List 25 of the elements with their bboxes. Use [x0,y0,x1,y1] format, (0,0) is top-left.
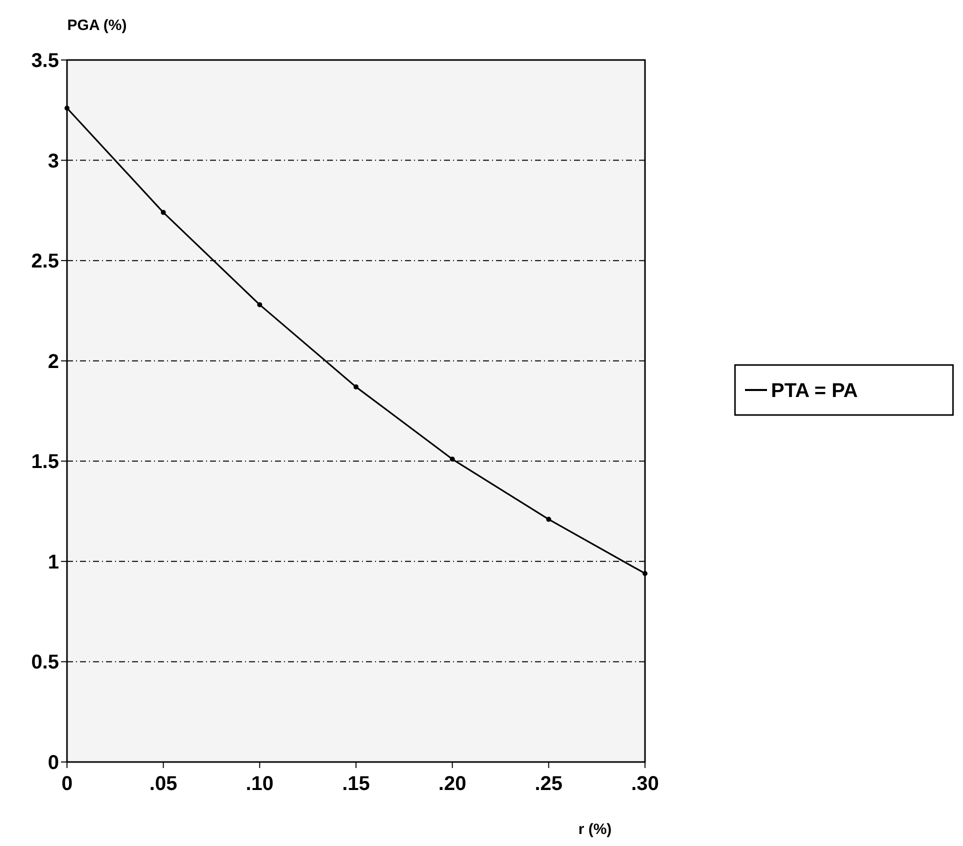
y-tick-label: 0.5 [31,652,59,674]
x-tick-label: .15 [342,773,370,795]
point [642,570,648,576]
y-axis-title: PGA (%) [67,17,127,34]
x-tick-label: .10 [246,773,274,795]
x-axis-title: r (%) [578,821,612,838]
x-tick-label: 0 [61,773,73,795]
x-tick-label: .20 [438,773,466,795]
point [450,456,455,462]
x-tick-label: .30 [631,773,659,795]
point [257,302,262,308]
point [160,210,166,215]
y-tick-label: 2.5 [31,250,59,273]
x-tick-label: .25 [534,773,563,795]
y-tick-label: 2 [48,350,59,373]
y-tick-label: 0 [48,752,59,774]
point [354,384,358,390]
y-tick-label: 3.5 [31,50,59,72]
legend-label: PTA = PA [771,380,858,402]
y-tick-label: 1.5 [31,451,59,474]
x-tick-label: .05 [149,773,178,795]
y-tick-label: 3 [48,150,59,172]
point [64,106,70,111]
point [546,516,552,522]
y-tick-label: 1 [48,551,59,574]
